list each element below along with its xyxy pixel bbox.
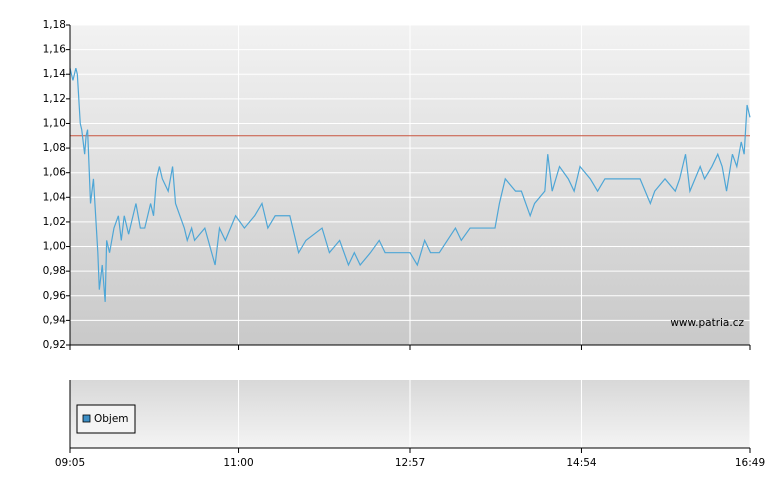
y-tick-label: 1,14 — [43, 68, 67, 80]
y-tick-label: 1,12 — [43, 93, 66, 105]
x-tick-label: 14:54 — [566, 457, 597, 469]
legend-label: Objem — [94, 413, 129, 425]
y-tick-label: 1,16 — [43, 44, 67, 56]
annotation: www.patria.cz — [670, 317, 744, 329]
x-tick-label: 16:49 — [735, 457, 765, 469]
price-line — [69, 67, 751, 302]
x-tick-label: 11:00 — [223, 457, 253, 469]
legend-swatch — [82, 414, 91, 423]
y-tick-label: 1,10 — [43, 117, 66, 129]
y-tick-label: 1,08 — [43, 142, 66, 154]
y-tick-label: 0,96 — [43, 290, 67, 302]
y-tick-label: 1,06 — [43, 167, 67, 179]
y-tick-label: 1,00 — [43, 241, 66, 253]
y-tick-label: 1,18 — [43, 19, 66, 31]
y-tick-label: 1,04 — [43, 191, 67, 203]
x-tick-label: 12:57 — [395, 457, 425, 469]
y-tick-label: 0,98 — [43, 265, 66, 277]
x-tick-label: 09:05 — [55, 457, 85, 469]
y-tick-label: 1,02 — [43, 216, 66, 228]
y-tick-label: 0,94 — [43, 314, 67, 326]
y-tick-label: 0,92 — [43, 339, 66, 351]
